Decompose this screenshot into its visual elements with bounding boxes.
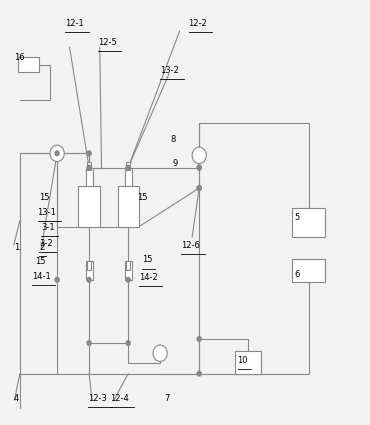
Bar bbox=[87, 162, 91, 170]
Text: 5: 5 bbox=[295, 213, 300, 222]
Text: 14-1: 14-1 bbox=[32, 272, 51, 280]
Text: 12-4: 12-4 bbox=[110, 394, 129, 403]
Circle shape bbox=[197, 165, 202, 170]
Text: 13-1: 13-1 bbox=[38, 207, 57, 217]
Bar bbox=[118, 186, 139, 227]
Circle shape bbox=[126, 340, 131, 346]
Circle shape bbox=[197, 336, 202, 342]
Circle shape bbox=[197, 185, 202, 191]
Text: 15: 15 bbox=[137, 193, 148, 202]
Text: 15: 15 bbox=[39, 193, 50, 202]
Text: 7: 7 bbox=[165, 394, 170, 403]
Circle shape bbox=[55, 150, 60, 156]
Circle shape bbox=[87, 165, 92, 170]
Bar bbox=[78, 186, 100, 227]
Bar bbox=[126, 261, 130, 270]
Circle shape bbox=[192, 147, 206, 164]
Bar bbox=[125, 261, 132, 280]
Text: 12-3: 12-3 bbox=[88, 394, 107, 403]
Bar bbox=[292, 259, 325, 282]
Text: 12-6: 12-6 bbox=[181, 241, 200, 250]
Text: 3-1: 3-1 bbox=[41, 223, 55, 232]
Circle shape bbox=[153, 345, 167, 361]
Circle shape bbox=[126, 277, 131, 283]
Text: 4: 4 bbox=[14, 394, 19, 403]
Text: 15: 15 bbox=[142, 255, 153, 264]
Circle shape bbox=[87, 150, 92, 156]
Text: 13-2: 13-2 bbox=[160, 65, 179, 75]
Circle shape bbox=[50, 145, 64, 162]
Text: 9: 9 bbox=[172, 159, 178, 168]
Circle shape bbox=[87, 340, 92, 346]
Text: 3-2: 3-2 bbox=[39, 239, 53, 248]
Text: 6: 6 bbox=[295, 270, 300, 279]
Text: 10: 10 bbox=[238, 356, 248, 365]
Text: 16: 16 bbox=[14, 53, 24, 62]
Bar bbox=[125, 167, 132, 186]
Circle shape bbox=[197, 165, 202, 170]
Text: 8: 8 bbox=[171, 135, 176, 144]
Text: 12-1: 12-1 bbox=[65, 19, 84, 28]
Bar bbox=[87, 261, 91, 270]
Circle shape bbox=[126, 165, 131, 170]
Bar bbox=[85, 261, 92, 280]
Text: 15: 15 bbox=[35, 258, 46, 266]
Text: 12-2: 12-2 bbox=[189, 19, 207, 28]
Circle shape bbox=[55, 277, 60, 283]
Text: 1: 1 bbox=[14, 243, 19, 252]
Text: 12-5: 12-5 bbox=[98, 38, 117, 47]
Circle shape bbox=[197, 185, 202, 191]
Text: 2: 2 bbox=[39, 243, 45, 252]
Bar bbox=[235, 351, 261, 374]
Bar bbox=[18, 57, 39, 72]
Circle shape bbox=[87, 277, 92, 283]
Bar bbox=[85, 167, 92, 186]
Bar bbox=[126, 162, 130, 170]
Bar bbox=[292, 208, 325, 237]
Text: 14-2: 14-2 bbox=[139, 273, 158, 282]
Circle shape bbox=[197, 371, 202, 377]
